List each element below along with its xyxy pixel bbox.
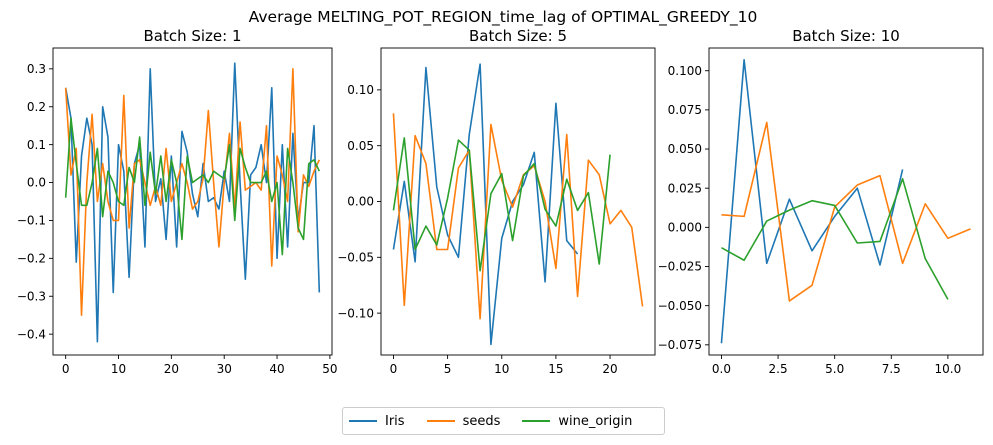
x-tick-label: 0.0 — [712, 362, 731, 376]
series-line-wine-origin — [64, 117, 321, 256]
subplot-1: Batch Size: 1 0 10 20 30 40 50 −0.4 −0.3 −0.2 −0.1… — [17, 27, 338, 376]
legend-label-iris: Iris — [385, 413, 405, 429]
y-tick-label: −0.4 — [17, 327, 46, 341]
x-tick-label: 2.5 — [769, 362, 788, 376]
figure-title: Average MELTING_POT_REGION_time_lag of O… — [249, 8, 758, 27]
y-tick-label: 0.025 — [668, 181, 702, 195]
subplot-title: Batch Size: 5 — [469, 27, 567, 45]
subplot-title: Batch Size: 10 — [792, 27, 900, 45]
y-tick-label: 0.00 — [347, 195, 374, 209]
axes-frame — [52, 47, 333, 356]
x-tick-label: 0 — [62, 362, 70, 376]
subplots: Batch Size: 10 10 20 30 40 50−0.4−0.3−0.2−0.1… — [17, 27, 984, 376]
axes-frame — [708, 47, 984, 356]
y-tick-label: 0.1 — [27, 138, 46, 152]
subplot-title: Batch Size: 1 — [143, 27, 241, 45]
y-tick-label: 0.0 — [27, 176, 46, 190]
x-tick-label: 10 — [494, 362, 509, 376]
x-tick-label: 50 — [322, 362, 337, 376]
series-line-seeds — [392, 113, 644, 320]
x-tick-label: 5 — [444, 362, 452, 376]
y-tick-label: −0.10 — [337, 306, 374, 320]
x-tick-label: 15 — [548, 362, 563, 376]
legend-line-seeds — [426, 420, 455, 422]
series-line-iris — [392, 63, 579, 346]
y-tick-label: −0.1 — [17, 214, 46, 228]
legend-entry-seeds: seeds — [426, 413, 501, 429]
series-line-wine-origin — [721, 177, 949, 300]
axes-frame — [380, 47, 656, 356]
legend-label-seeds: seeds — [462, 413, 501, 429]
legend-line-wine-origin — [522, 420, 551, 422]
x-tick-label: 0 — [390, 362, 398, 376]
y-tick-label: 0.050 — [668, 142, 702, 156]
y-tick-label: 0.075 — [668, 103, 702, 117]
subplot-2: Batch Size: 5 0 5 10 15 20 −0.10 −0.05 0.00 0.05 0… — [337, 27, 656, 376]
x-tick-label: 20 — [602, 362, 617, 376]
y-tick-label: 0.000 — [668, 221, 702, 235]
y-tick-label: −0.05 — [337, 251, 374, 265]
legend-entry-wine-origin: wine_origin — [522, 414, 632, 429]
y-tick-label: −0.025 — [658, 260, 702, 274]
legend-line-iris — [349, 420, 377, 422]
series-line-seeds — [721, 121, 971, 302]
x-tick-label: 30 — [217, 362, 232, 376]
series-line-iris — [64, 62, 321, 343]
series-line-seeds — [64, 68, 321, 317]
legend-label-wine-origin: wine_origin — [558, 413, 633, 429]
y-tick-label: 0.05 — [347, 139, 374, 153]
legend: Iris seeds wine_origin — [342, 407, 665, 435]
y-tick-label: 0.2 — [27, 100, 46, 114]
y-tick-label: −0.3 — [17, 289, 46, 303]
x-tick-label: 5.0 — [825, 362, 844, 376]
x-tick-label: 40 — [269, 362, 284, 376]
y-tick-label: 0.3 — [27, 62, 46, 76]
legend-entry-iris: Iris — [349, 414, 405, 429]
y-tick-label: −0.2 — [17, 252, 46, 266]
subplot-3: Batch Size: 10 0.0 2.5 5.0 7.5 10.0 −0.075 −0.0… — [658, 27, 984, 376]
x-tick-label: 10.0 — [935, 362, 962, 376]
y-tick-label: 0.10 — [347, 83, 374, 97]
x-tick-label: 7.5 — [882, 362, 901, 376]
y-tick-label: 0.100 — [668, 64, 702, 78]
series-line-iris — [720, 58, 904, 344]
y-tick-label: −0.075 — [658, 338, 702, 352]
x-tick-label: 20 — [164, 362, 179, 376]
series-line-wine-origin — [392, 137, 611, 272]
x-tick-label: 10 — [111, 362, 126, 376]
y-tick-label: −0.050 — [658, 299, 702, 313]
